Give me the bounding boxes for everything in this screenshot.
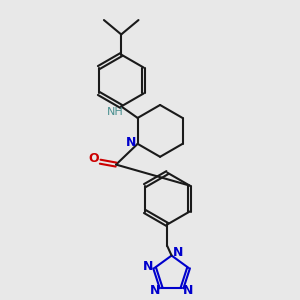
Text: N: N	[183, 284, 194, 297]
Text: N: N	[143, 260, 154, 273]
Text: O: O	[88, 152, 99, 165]
Text: N: N	[150, 284, 160, 297]
Text: NH: NH	[107, 107, 123, 117]
Text: N: N	[173, 246, 183, 259]
Text: N: N	[126, 136, 136, 149]
